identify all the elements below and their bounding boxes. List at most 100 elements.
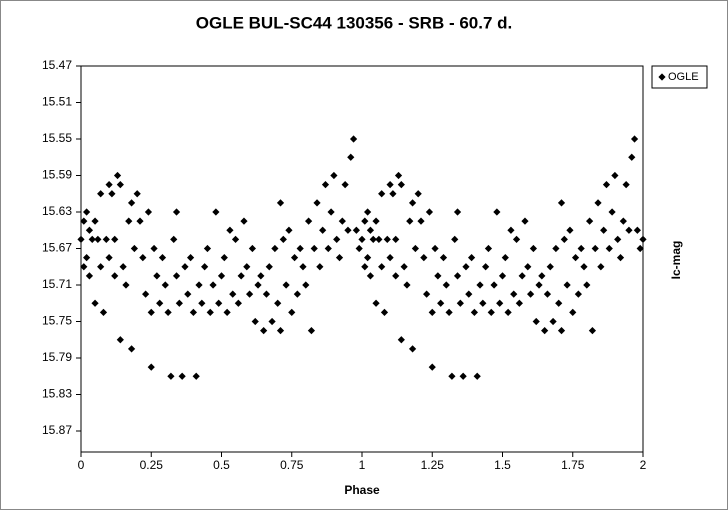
data-point [349,135,358,143]
data-point [316,263,324,271]
data-point [257,272,265,280]
data-point [265,263,273,271]
data-point [105,181,113,189]
data-point [364,254,372,262]
data-point [212,208,220,216]
data-point [510,290,518,298]
data-point [453,208,462,216]
data-point [206,308,214,316]
data-point [164,308,172,316]
data-point [597,263,605,271]
data-point [274,299,282,307]
data-point [378,263,386,271]
data-point [512,235,521,243]
data-point [91,217,99,225]
data-point [313,199,321,207]
data-point [428,308,436,316]
data-point [448,372,456,380]
data-point [459,372,467,380]
data-point [628,153,636,161]
data-point [358,235,366,243]
data-point [97,190,105,198]
data-point [167,372,175,380]
data-point [411,244,419,253]
data-point [226,226,234,234]
x-axis-label: Phase [344,483,380,497]
data-point [271,244,279,253]
data-point [400,263,408,271]
data-point [220,254,228,262]
data-point [439,254,448,262]
data-point [386,254,394,262]
data-point [130,244,138,253]
data-point [181,263,189,271]
data-point [111,272,119,280]
data-point [498,272,507,280]
data-point [147,363,155,371]
data-point [482,263,490,271]
data-point [588,327,597,335]
legend-marker [658,73,666,81]
data-point [142,290,150,298]
y-tick-label: 15.63 [42,204,72,218]
data-point [394,171,403,180]
data-point [524,263,532,271]
data-point [282,281,290,289]
y-tick-label: 15.51 [42,95,72,109]
data-point [392,235,400,243]
data-point [364,208,372,216]
data-point [600,226,608,234]
data-point [178,372,186,380]
y-axis-label: Ic-mag [669,241,683,280]
data-point [378,190,386,198]
data-point [133,190,141,198]
data-point [330,171,338,180]
data-point [375,235,383,243]
data-point [408,345,417,353]
x-tick-label: 2 [640,458,647,472]
y-tick-label: 15.71 [42,277,72,291]
data-point [85,272,94,280]
data-point [569,308,577,316]
data-point [496,299,504,307]
data-point [99,308,108,316]
data-point [344,226,352,234]
data-point [192,372,200,380]
data-point [156,299,164,307]
data-point [369,235,377,243]
data-point [557,327,566,335]
y-tick-label: 15.79 [42,350,72,364]
data-point [487,308,495,316]
y-tick-label: 15.67 [42,241,72,255]
data-point [442,281,450,289]
data-point [552,244,560,253]
data-point [619,217,627,225]
data-point [580,263,588,271]
data-point [372,217,380,225]
data-point [97,263,105,271]
x-tick-label: 0.75 [280,458,304,472]
data-point [383,235,391,243]
data-point [113,171,122,180]
data-point [290,254,299,262]
data-point [476,281,484,289]
data-point [397,336,405,344]
data-point [608,208,616,216]
y-tick-label: 15.75 [42,314,72,328]
data-point [80,263,88,271]
data-point [234,299,242,307]
data-point [605,244,613,253]
data-point [158,254,167,262]
data-point [563,281,571,289]
data-point [122,281,130,289]
data-point [139,254,147,262]
data-point [518,272,526,280]
data-point [571,254,580,262]
data-point [307,327,316,335]
data-point [355,244,363,253]
data-point [414,190,422,198]
data-point [116,181,124,189]
data-point [341,181,349,189]
data-point [335,254,344,262]
